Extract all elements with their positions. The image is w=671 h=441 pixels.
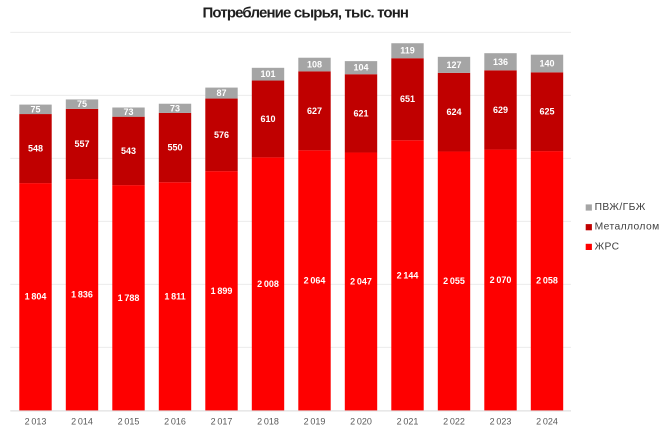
svg-text:2 058: 2 058: [536, 276, 558, 286]
svg-text:1 899: 1 899: [211, 286, 233, 296]
svg-text:ПВЖ/ГБЖ: ПВЖ/ГБЖ: [595, 202, 646, 213]
svg-text:2 013: 2 013: [25, 417, 47, 427]
svg-text:2 047: 2 047: [350, 276, 372, 286]
svg-text:1 788: 1 788: [118, 293, 140, 303]
svg-text:576: 576: [214, 130, 229, 140]
svg-text:104: 104: [353, 63, 368, 73]
svg-text:625: 625: [539, 107, 554, 117]
svg-text:2 144: 2 144: [397, 270, 419, 280]
svg-text:2 070: 2 070: [490, 275, 512, 285]
svg-text:550: 550: [167, 143, 182, 153]
svg-text:73: 73: [123, 107, 133, 117]
svg-text:2 018: 2 018: [257, 417, 279, 427]
svg-text:87: 87: [216, 88, 226, 98]
svg-text:127: 127: [446, 60, 461, 70]
svg-text:73: 73: [170, 103, 180, 113]
svg-text:136: 136: [493, 57, 508, 67]
svg-text:2 016: 2 016: [164, 417, 186, 427]
svg-text:2 019: 2 019: [304, 417, 326, 427]
svg-text:Потребление сырья, тыс. тонн: Потребление сырья, тыс. тонн: [202, 4, 408, 21]
svg-text:1 811: 1 811: [164, 291, 185, 301]
svg-text:2 021: 2 021: [397, 417, 419, 427]
svg-text:2 055: 2 055: [443, 276, 465, 286]
svg-text:651: 651: [400, 94, 415, 104]
svg-text:627: 627: [307, 106, 322, 116]
svg-text:75: 75: [77, 99, 87, 109]
svg-text:629: 629: [493, 105, 508, 115]
svg-text:1 804: 1 804: [25, 292, 47, 302]
svg-text:610: 610: [260, 114, 275, 124]
svg-text:621: 621: [353, 108, 368, 118]
svg-text:108: 108: [307, 60, 322, 70]
svg-text:Металлолом: Металлолом: [595, 222, 660, 233]
svg-text:2 022: 2 022: [443, 417, 465, 427]
svg-text:2 015: 2 015: [118, 417, 140, 427]
svg-text:2 023: 2 023: [490, 417, 512, 427]
svg-text:101: 101: [260, 69, 275, 79]
svg-text:2 008: 2 008: [257, 279, 279, 289]
svg-text:2 014: 2 014: [71, 417, 93, 427]
svg-text:557: 557: [74, 139, 89, 149]
svg-text:119: 119: [400, 46, 415, 56]
svg-text:ЖРС: ЖРС: [595, 241, 620, 252]
svg-text:140: 140: [539, 59, 554, 69]
svg-text:1 836: 1 836: [71, 290, 93, 300]
svg-text:2 017: 2 017: [211, 417, 233, 427]
svg-text:2 064: 2 064: [304, 275, 326, 285]
svg-text:2 020: 2 020: [350, 417, 372, 427]
svg-text:624: 624: [446, 107, 461, 117]
svg-text:2 024: 2 024: [536, 417, 558, 427]
svg-text:548: 548: [28, 144, 43, 154]
svg-text:543: 543: [121, 146, 136, 156]
svg-text:75: 75: [30, 104, 40, 114]
